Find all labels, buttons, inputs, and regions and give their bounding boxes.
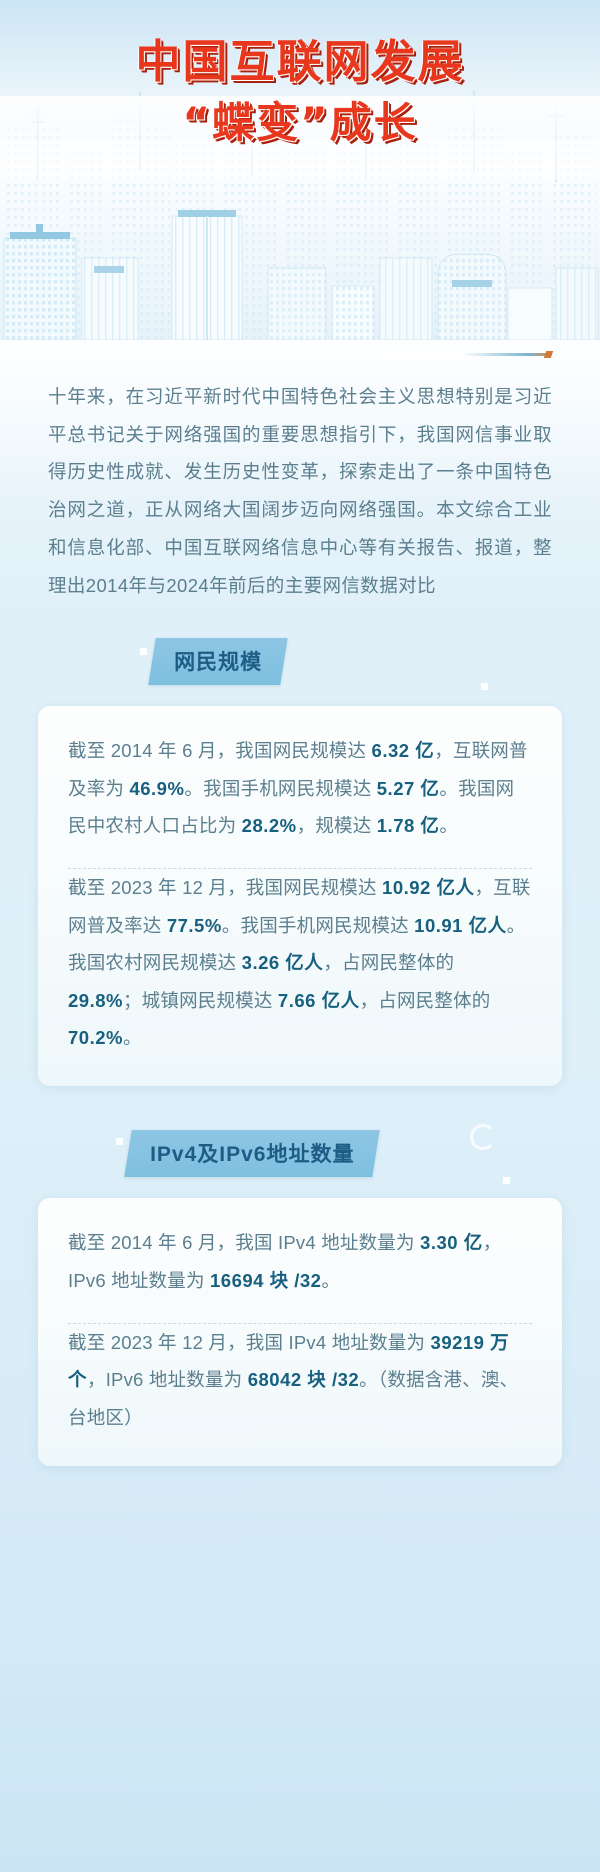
stat-text-2014: 截至 2014 年 6 月，我国 IPv4 地址数量为 3.30 亿，IPv6 …: [68, 1232, 502, 1291]
stats-card-ip: 截至 2014 年 6 月，我国 IPv4 地址数量为 3.30 亿，IPv6 …: [38, 1198, 562, 1467]
city-skyline-icon: [0, 90, 600, 340]
section-badge-label: IPv4及IPv6地址数量: [150, 1143, 355, 1167]
decor-square-icon: [116, 1138, 123, 1146]
section-netizens: 网民规模 截至 2014 年 6 月，我国网民规模达 6.32 亿，互联网普及率…: [0, 638, 600, 1087]
title-line-2: “蝶变”成长: [182, 97, 418, 147]
stat-text-2023: 截至 2023 年 12 月，我国网民规模达 10.92 亿人，互联网普及率达 …: [68, 877, 531, 1048]
section-ip-addresses: IPv4及IPv6地址数量 截至 2014 年 6 月，我国 IPv4 地址数量…: [0, 1124, 600, 1467]
pencil-rule-icon: [48, 346, 554, 362]
stat-block-2014: 截至 2014 年 6 月，我国网民规模达 6.32 亿，互联网普及率为 46.…: [68, 732, 532, 844]
title-line-1: 中国互联网发展: [135, 35, 465, 88]
stats-card-netizens: 截至 2014 年 6 月，我国网民规模达 6.32 亿，互联网普及率为 46.…: [38, 706, 562, 1087]
section-badge: 网民规模: [148, 638, 288, 686]
decor-square-icon: [140, 648, 147, 656]
bottom-spacer: [0, 1466, 600, 1512]
rule-bar: [352, 353, 552, 356]
card-divider: [68, 1323, 532, 1324]
section-header-ip: IPv4及IPv6地址数量: [0, 1124, 600, 1185]
decor-square-icon: [481, 683, 488, 691]
stat-text-2023: 截至 2023 年 12 月，我国 IPv4 地址数量为 39219 万个，IP…: [68, 1332, 519, 1428]
decor-ring-icon: [470, 1124, 496, 1151]
section-badge: IPv4及IPv6地址数量: [124, 1130, 381, 1178]
intro-section: 十年来，在习近平新时代中国特色社会主义思想特别是习近平总书记关于网络强国的重要思…: [0, 346, 600, 604]
stat-text-2014: 截至 2014 年 6 月，我国网民规模达 6.32 亿，互联网普及率为 46.…: [68, 740, 528, 837]
section-header-netizens: 网民规模: [0, 638, 600, 692]
stat-block-2014: 截至 2014 年 6 月，我国 IPv4 地址数量为 3.30 亿，IPv6 …: [68, 1224, 532, 1299]
stat-block-2023: 截至 2023 年 12 月，我国 IPv4 地址数量为 39219 万个，IP…: [68, 1324, 532, 1436]
section-badge-label: 网民规模: [174, 651, 263, 675]
hero-banner: 中国互联网发展 “蝶变”成长: [0, 0, 600, 340]
card-divider: [68, 868, 532, 870]
decor-square-icon: [503, 1177, 510, 1185]
intro-paragraph: 十年来，在习近平新时代中国特色社会主义思想特别是习近平总书记关于网络强国的重要思…: [48, 386, 552, 596]
stat-block-2023: 截至 2023 年 12 月，我国网民规模达 10.92 亿人，互联网普及率达 …: [68, 869, 532, 1056]
page-title: 中国互联网发展 “蝶变”成长: [0, 35, 600, 147]
rule-tip: [543, 351, 554, 358]
